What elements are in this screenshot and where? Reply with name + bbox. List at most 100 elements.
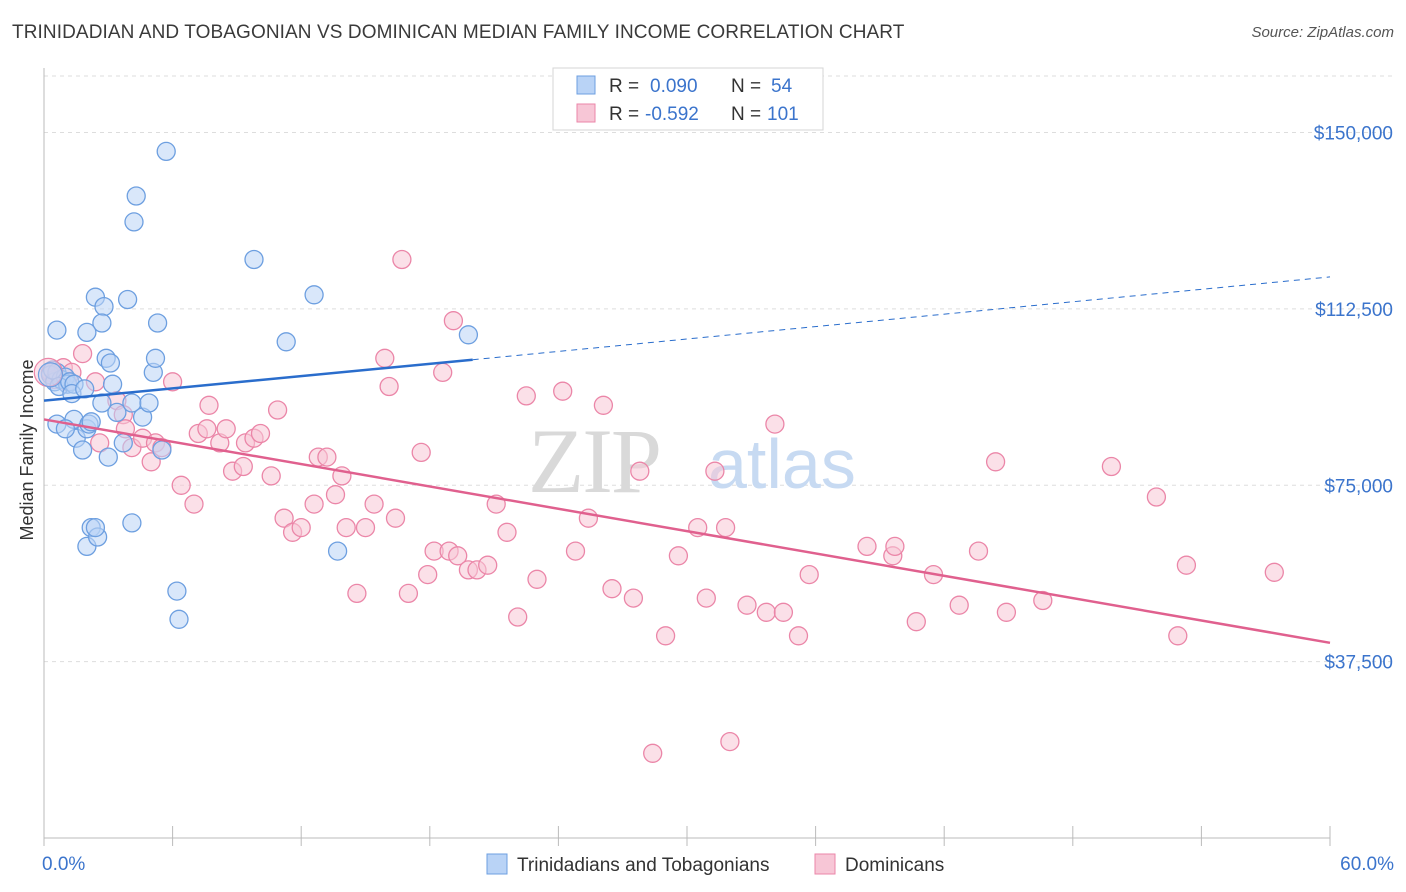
point-dominican	[317, 447, 337, 467]
point-trinidadian	[102, 374, 123, 394]
point-dominican	[696, 588, 716, 608]
point-trinidadian	[85, 517, 106, 538]
point-trinidadian	[145, 348, 166, 368]
point-trinidadian	[100, 353, 121, 373]
point-dominican	[411, 442, 431, 463]
point-trinidadian	[167, 581, 187, 601]
y-tick-label: $112,500	[1315, 300, 1393, 321]
point-dominican	[497, 522, 517, 542]
point-dominican	[355, 517, 376, 538]
point-dominican	[756, 602, 776, 622]
point-dominican	[773, 602, 794, 622]
point-trinidadian	[304, 285, 324, 305]
y-tick-label: $37,500	[1324, 653, 1393, 674]
point-trinidadian	[276, 332, 296, 352]
point-dominican	[385, 508, 406, 528]
point-dominican	[765, 414, 785, 434]
point-dominican	[184, 494, 204, 514]
point-dominican	[906, 612, 926, 632]
point-dominican	[274, 508, 294, 528]
point-dominican	[655, 626, 676, 646]
point-dominican	[392, 249, 412, 270]
point-dominican	[949, 595, 969, 615]
point-dominican	[199, 395, 219, 415]
point-dominican	[261, 466, 281, 486]
point-dominican	[291, 517, 311, 538]
chart-title: TRINIDADIAN AND TOBAGONIAN VS DOMINICAN …	[12, 22, 905, 43]
y-tick-label: $150,000	[1314, 124, 1393, 145]
point-dominican	[398, 583, 419, 604]
trend-lines	[43, 276, 1331, 645]
axis-labels: $37,500 $75,000 $112,500 $150,000 0.0% 60.0% M…	[17, 124, 1394, 875]
point-dominican	[553, 381, 573, 401]
point-dominican	[1146, 487, 1167, 507]
trend-line-trinidadian	[43, 358, 473, 402]
point-dominican	[857, 536, 877, 557]
point-dominican	[418, 564, 438, 585]
watermark: ZIP atlas	[528, 410, 856, 512]
chart-source: Source: ZipAtlas.com	[1251, 24, 1394, 41]
legend-bottom-label-blue: Trinidadians and Tobagonians	[517, 855, 769, 876]
point-dominican	[1264, 562, 1284, 582]
point-trinidadian-cluster	[37, 362, 64, 388]
point-trinidadian	[139, 393, 159, 413]
legend-n-label-1: N =	[731, 104, 761, 125]
point-trinidadian	[77, 322, 97, 343]
x-tick-label: 0.0%	[42, 854, 85, 875]
point-trinidadian	[156, 141, 176, 162]
point-dominican	[968, 541, 989, 561]
point-trinidadian	[147, 313, 168, 333]
point-dominican	[216, 419, 236, 439]
axes	[43, 68, 1331, 846]
point-trinidadian	[98, 447, 118, 467]
point-dominican	[233, 456, 253, 477]
point-dominican	[72, 343, 93, 364]
point-trinidadian	[72, 440, 93, 460]
legend-n-value-1: 101	[767, 104, 799, 125]
legend-r-label-0: R =	[609, 76, 639, 97]
point-dominican	[593, 395, 614, 415]
point-trinidadian	[244, 249, 264, 270]
point-dominican	[448, 546, 468, 566]
point-dominican	[267, 400, 288, 420]
y-tick-label: $75,000	[1324, 476, 1393, 497]
y-axis-label: Median Family Income	[17, 359, 37, 540]
point-trinidadian	[94, 296, 114, 317]
point-dominican	[508, 607, 528, 627]
point-dominican	[715, 517, 736, 538]
point-trinidadian	[458, 325, 479, 345]
point-dominican	[630, 461, 650, 481]
point-dominican	[799, 564, 819, 585]
x-tick-label: 60.0%	[1340, 854, 1394, 875]
point-trinidadian	[47, 320, 67, 340]
legend-r-value-0: 0.090	[650, 76, 698, 97]
point-dominican	[325, 485, 346, 505]
point-trinidadian	[117, 289, 138, 310]
point-dominican	[565, 541, 586, 561]
point-trinidadian	[126, 186, 146, 206]
point-dominican	[171, 475, 191, 495]
point-trinidadian	[169, 609, 189, 629]
point-dominican	[1033, 590, 1053, 611]
point-dominican	[347, 583, 367, 604]
point-trinidadian	[124, 212, 144, 232]
legend-n-value-0: 54	[771, 76, 793, 97]
trend-line-dominican	[43, 418, 1331, 645]
point-dominican	[602, 579, 622, 599]
point-dominican	[705, 461, 725, 481]
point-dominican	[643, 743, 663, 763]
point-dominican	[443, 311, 464, 331]
point-dominican	[197, 419, 217, 439]
point-dominican	[375, 348, 395, 368]
point-dominican	[90, 433, 110, 453]
point-dominican	[162, 372, 183, 392]
point-dominican	[737, 595, 757, 615]
point-dominican	[433, 362, 453, 383]
point-dominican	[364, 494, 384, 514]
legend-bottom-swatch-blue	[486, 853, 508, 875]
legend-n-label-0: N =	[731, 76, 761, 97]
point-dominican	[668, 546, 689, 566]
point-dominican	[788, 626, 809, 646]
point-dominican	[720, 731, 740, 752]
